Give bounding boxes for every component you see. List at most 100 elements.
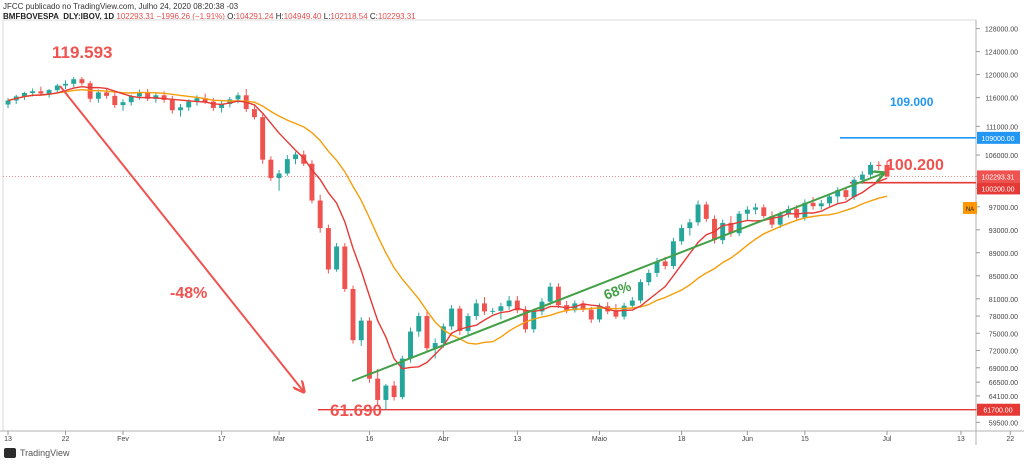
candle-body [785, 209, 791, 215]
time-tick-label: Abr [438, 436, 450, 443]
candle-body [424, 316, 430, 349]
candle-body [79, 79, 85, 84]
open-value: 104291.24 [235, 12, 274, 21]
time-tick-label: 13 [4, 436, 12, 443]
brand-name: TradingView [20, 448, 70, 458]
candle-body [178, 107, 183, 111]
candle-body [260, 117, 266, 160]
candle-body [646, 272, 652, 283]
price-chart[interactable]: 128000.00 124000.00 120000.00 116000.00 1110… [0, 0, 1024, 445]
candle-body [276, 173, 282, 179]
candle-body [46, 90, 52, 94]
candle-body [194, 98, 200, 102]
candle-body [712, 218, 717, 241]
candle-body [358, 320, 364, 341]
time-tick-label: Maio [592, 436, 607, 443]
time-tick-label: 15 [801, 436, 809, 443]
price-tick-label: 59500.00 [989, 420, 1018, 427]
candle-body [317, 200, 323, 229]
time-axis: 1322Fev17Mar16Abr13Maio18Jun15Jul1322Ago [4, 431, 1014, 443]
candle-body [835, 190, 841, 197]
candle-body [498, 306, 504, 311]
candle-body [366, 320, 372, 379]
candle-body [293, 154, 298, 160]
candle-body [473, 303, 479, 317]
price-tick-label: 64100.00 [989, 394, 1018, 401]
candle-body [703, 204, 709, 219]
candle-body [457, 308, 463, 331]
candle-body [416, 316, 422, 332]
candle-body [580, 303, 586, 310]
candle-body [251, 109, 257, 118]
candle-body [818, 203, 824, 207]
time-tick-label: 22 [1006, 436, 1014, 443]
candle-body [843, 190, 849, 198]
candle-body [482, 303, 487, 312]
candle-body [555, 286, 561, 306]
candle-body [334, 246, 340, 270]
price-tick-label: 111000.00 [986, 124, 1018, 131]
time-tick-label: 13 [957, 436, 965, 443]
candle-body [309, 163, 315, 201]
tag-na-bg [963, 201, 977, 214]
candle-body [5, 100, 11, 105]
time-tick-label: 16 [366, 436, 374, 443]
candle-body [531, 311, 537, 330]
candle-body [383, 385, 389, 400]
level-lines [3, 137, 976, 411]
candle-body [95, 92, 101, 99]
candle-body [629, 300, 635, 306]
price-tick-label: 93000.00 [989, 228, 1018, 235]
tradingview-icon [4, 448, 16, 458]
candle-body [465, 316, 471, 331]
candle-body [728, 222, 734, 234]
candle-body [112, 95, 118, 106]
candle-body [38, 91, 44, 94]
candle-body [761, 207, 767, 217]
tag-level-blue: 109000.00 [981, 136, 1014, 143]
candle-body [868, 164, 874, 175]
candle-body [153, 95, 159, 99]
candle-body [514, 300, 520, 311]
candle-body [490, 310, 496, 312]
plot-area [2, 19, 977, 432]
candle-body [679, 228, 685, 242]
candle-body [342, 246, 348, 290]
candle-body [136, 92, 142, 97]
top-value-label: 119.593 [52, 43, 113, 62]
candle-body [219, 103, 225, 108]
candle-body [440, 326, 446, 344]
candle-body [104, 92, 110, 96]
candle-body [210, 101, 216, 108]
footer-bar: TradingView [0, 445, 1024, 464]
candle-body [408, 331, 413, 359]
price-tick-label: 69000.00 [989, 366, 1018, 373]
candle-body [588, 309, 594, 320]
tag-level-red-bg [977, 182, 1020, 195]
candle-body [432, 343, 438, 349]
candle-body [769, 216, 775, 225]
candle-body [145, 92, 151, 99]
time-tick-label: Fev [117, 436, 129, 443]
candle-body [235, 95, 241, 100]
price-tick-label: 124000.00 [985, 50, 1018, 57]
candle-body [859, 174, 865, 180]
low-label: L: [323, 12, 331, 21]
high-label: H: [275, 12, 284, 21]
last-price: 102293.31 [116, 12, 155, 21]
time-tick-label: 18 [678, 436, 686, 443]
candle-body [753, 207, 759, 210]
candle-body [777, 214, 783, 225]
candle-body [186, 101, 192, 108]
candle-body [744, 209, 750, 214]
tag-last-price-bg [977, 170, 1020, 183]
price-tags: 109000.00 102293.31 100200.00 61700.00 NA [963, 131, 1020, 416]
time-tick-label: 22 [62, 436, 70, 443]
price-tick-label: 116000.00 [985, 96, 1018, 103]
candle-body [284, 159, 290, 174]
publish-info: JFCC publicado no TradingView.com, Julho… [3, 2, 239, 11]
tag-last-price: 102293.31 [981, 174, 1014, 181]
time-tick-label: Jun [742, 436, 753, 443]
tradingview-logo[interactable]: TradingView [4, 448, 70, 458]
price-tick-label: 89000.00 [989, 251, 1018, 258]
